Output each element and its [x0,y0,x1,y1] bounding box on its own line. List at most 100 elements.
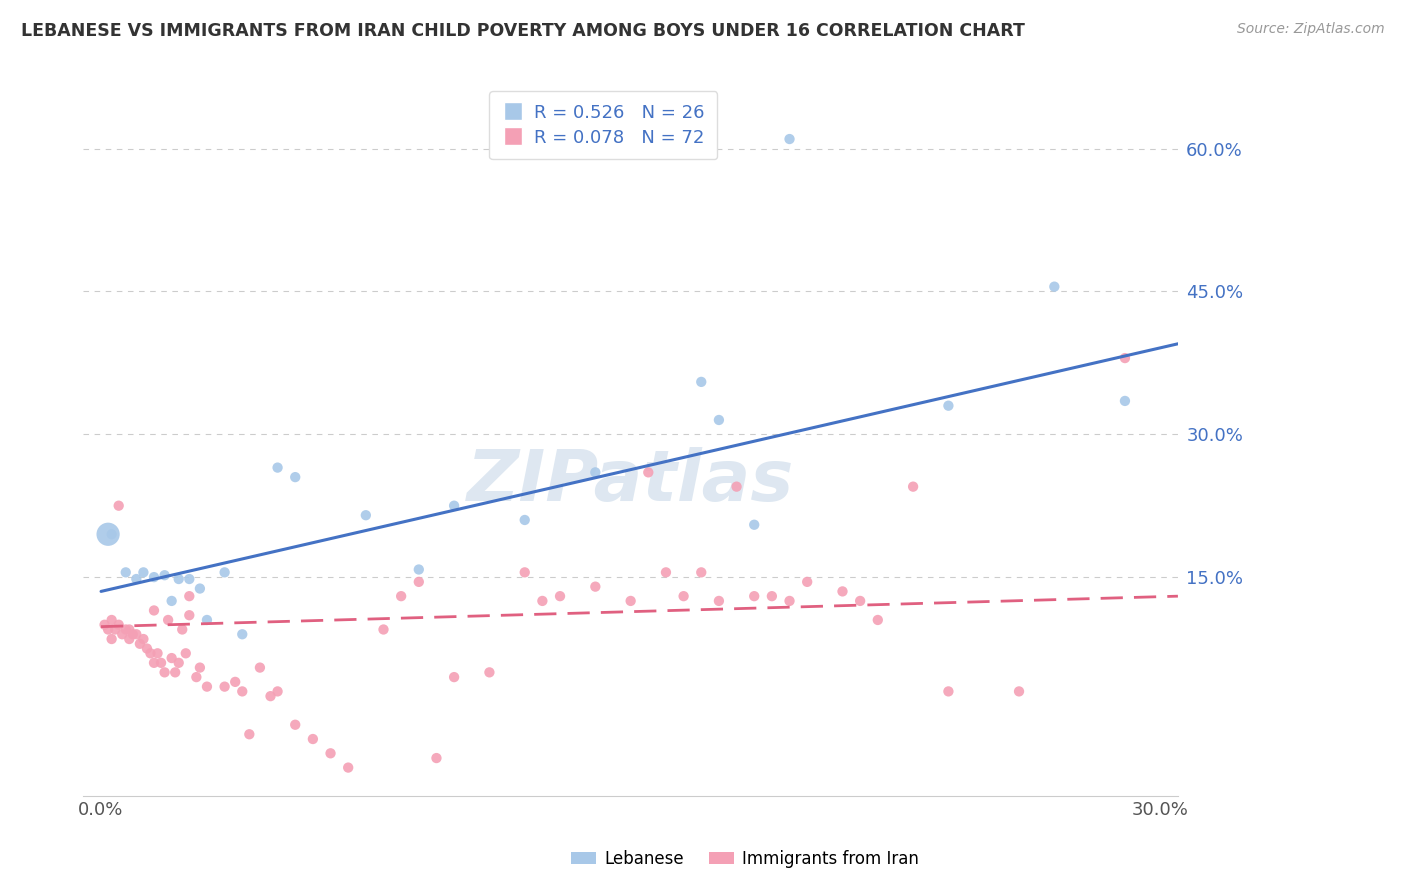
Point [100,527,122,541]
Point [779,132,801,146]
Point [742,589,765,603]
Point [111,627,134,641]
Point [284,470,307,484]
Point [655,566,678,580]
Point [224,674,246,689]
Point [249,660,271,674]
Point [425,751,447,765]
Point [195,613,218,627]
Point [139,646,162,660]
Point [231,684,253,698]
Point [114,566,136,580]
Point [167,656,190,670]
Point [125,572,148,586]
Point [146,646,169,660]
Point [319,747,342,761]
Point [153,665,176,680]
Point [143,570,166,584]
Point [548,589,571,603]
Point [114,623,136,637]
Point [583,466,606,480]
Point [172,623,194,637]
Point [93,617,115,632]
Point [107,499,129,513]
Text: LEBANESE VS IMMIGRANTS FROM IRAN CHILD POVERTY AMONG BOYS UNDER 16 CORRELATION C: LEBANESE VS IMMIGRANTS FROM IRAN CHILD P… [21,22,1025,40]
Point [179,589,201,603]
Point [337,761,360,775]
Point [1043,279,1066,293]
Point [849,594,872,608]
Point [478,665,501,680]
Point [231,627,253,641]
Point [143,603,166,617]
Point [354,508,377,523]
Point [707,594,730,608]
Point [259,689,281,703]
Point [831,584,853,599]
Point [373,623,395,637]
Point [637,466,659,480]
Point [725,480,748,494]
Point [160,594,183,608]
Point [150,656,173,670]
Point [284,717,307,731]
Point [938,399,960,413]
Point [707,413,730,427]
Point [901,480,924,494]
Point [153,568,176,582]
Point [238,727,260,741]
Point [125,627,148,641]
Point [118,623,141,637]
Point [938,684,960,698]
Point [157,613,180,627]
Point [195,680,218,694]
Point [761,589,783,603]
Point [513,513,536,527]
Point [165,665,187,680]
Point [118,632,141,646]
Point [690,375,713,389]
Point [214,680,236,694]
Point [672,589,695,603]
Point [408,562,430,576]
Point [531,594,554,608]
Point [188,660,211,674]
Point [266,460,288,475]
Point [443,499,465,513]
Point [136,641,159,656]
Point [266,684,288,698]
Point [513,566,536,580]
Legend: R = 0.526   N = 26, R = 0.078   N = 72: R = 0.526 N = 26, R = 0.078 N = 72 [489,91,717,160]
Point [1008,684,1031,698]
Point [408,574,430,589]
Point [97,623,120,637]
Point [100,613,122,627]
Point [107,617,129,632]
Point [690,566,713,580]
Point [100,632,122,646]
Point [443,670,465,684]
Point [1114,351,1136,365]
Legend: Lebanese, Immigrants from Iran: Lebanese, Immigrants from Iran [564,844,927,875]
Point [583,580,606,594]
Point [97,527,120,541]
Point [167,572,190,586]
Point [186,670,208,684]
Point [128,637,150,651]
Point [866,613,889,627]
Point [742,517,765,532]
Point [174,646,197,660]
Point [132,566,155,580]
Point [302,731,325,746]
Point [620,594,643,608]
Point [143,656,166,670]
Point [389,589,412,603]
Point [179,572,201,586]
Text: ZIPatlas: ZIPatlas [467,448,794,516]
Text: Source: ZipAtlas.com: Source: ZipAtlas.com [1237,22,1385,37]
Point [104,623,127,637]
Point [779,594,801,608]
Point [132,632,155,646]
Point [796,574,818,589]
Point [1114,393,1136,408]
